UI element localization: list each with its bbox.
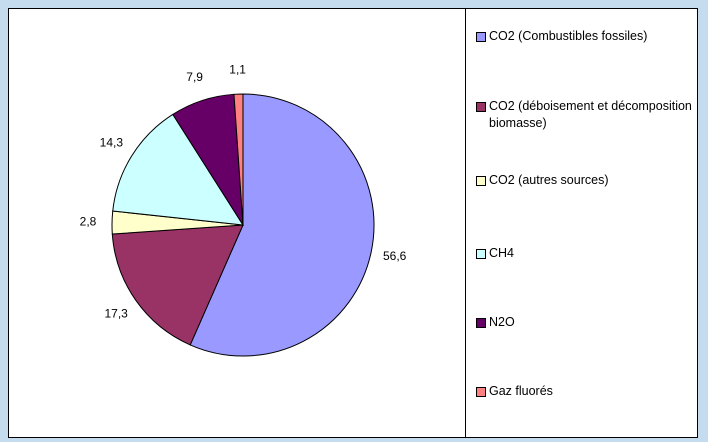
chart: 56,6 17,3 2,8 14,3 7,9 1,1 [80,62,407,357]
legend-label: Gaz fluorés [489,384,553,398]
legend-swatch [476,32,486,42]
legend-item: CO2 (Combustibles fossiles) [476,28,694,45]
data-label: 17,3 [105,306,129,320]
legend-swatch [476,176,486,186]
pie-slice [233,93,244,226]
legend-label: CO2 (Combustibles fossiles) [489,29,648,43]
legend-label: CO2 (déboisement et décomposition biomas… [489,99,692,130]
legend-item: CH4 [476,245,694,262]
legend-item: CO2 (déboisement et décomposition biomas… [476,98,694,132]
data-label: 7,9 [186,70,203,84]
legend-swatch [476,249,486,259]
legend-item: Gaz fluorés [476,383,694,400]
legend-swatch [476,318,486,328]
legend-item: CO2 (autres sources) [476,172,694,189]
data-label: 56,6 [383,249,407,263]
pie-slice [111,224,244,346]
legend-label: CO2 (autres sources) [489,173,609,187]
data-label: 2,8 [80,214,97,228]
data-label: 1,1 [229,62,246,76]
data-label: 14,3 [100,135,124,149]
pie-slice [189,93,375,357]
legend-swatch [476,387,486,397]
legend-swatch [476,102,486,112]
pie-slice [112,113,244,226]
legend-label: N2O [489,315,515,329]
legend-item: N2O [476,314,694,331]
legend-label: CH4 [489,246,515,260]
legend: CO2 (Combustibles fossiles) CO2 (déboisem… [465,8,698,438]
